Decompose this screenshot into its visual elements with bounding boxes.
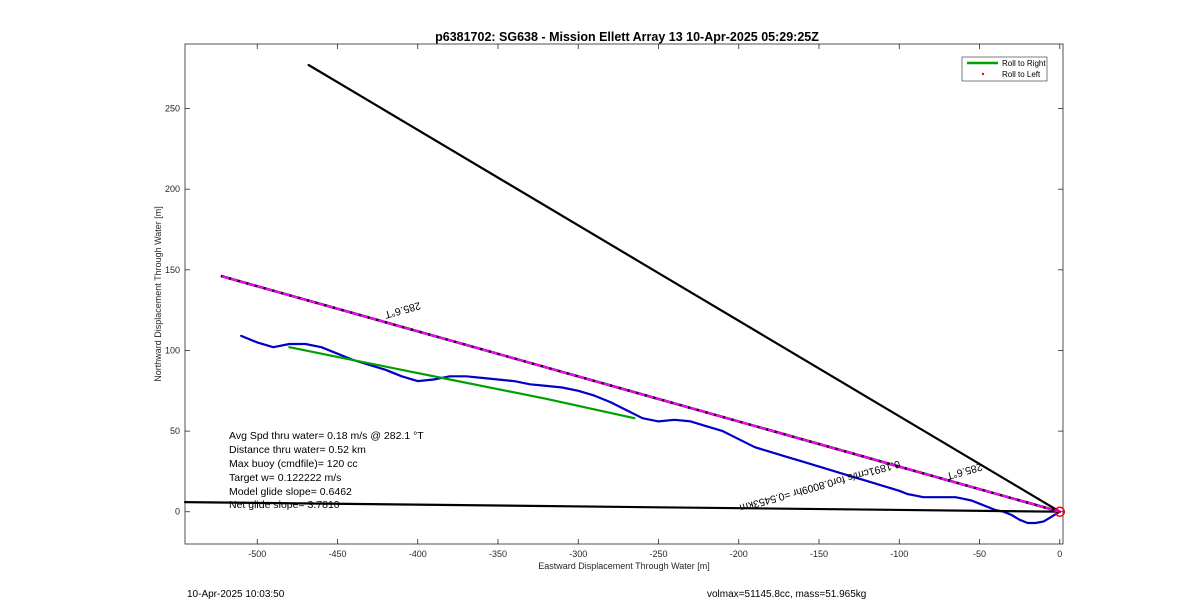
x-axis-label: Eastward Displacement Through Water [m]	[538, 561, 710, 571]
x-tick-label: -250	[650, 549, 668, 559]
note-target-w: Target w= 0.122222 m/s	[229, 472, 341, 484]
note-avg-speed: Avg Spd thru water= 0.18 m/s @ 282.1 °T	[229, 430, 424, 442]
x-tick-label: -400	[409, 549, 427, 559]
legend-label-roll-left: Roll to Left	[1002, 70, 1041, 79]
legend-swatch-roll-left	[981, 72, 985, 76]
y-axis-label: Northward Displacement Through Water [m]	[153, 206, 163, 382]
x-tick-label: -100	[890, 549, 908, 559]
y-tick-label: 200	[165, 184, 180, 194]
legend: Roll to Right Roll to Left	[961, 56, 1048, 82]
chart-title: p6381702: SG638 - Mission Ellett Array 1…	[435, 30, 819, 44]
footer-timestamp: 10-Apr-2025 10:03:50	[187, 589, 285, 600]
course-line-magenta	[220, 275, 1061, 513]
y-tick-label: 150	[165, 265, 180, 275]
legend-label-roll-right: Roll to Right	[1002, 59, 1046, 68]
x-tick-label: -50	[973, 549, 986, 559]
note-max-buoy: Max buoy (cmdfile)= 120 cc	[229, 458, 358, 470]
x-tick-label: -450	[328, 549, 346, 559]
roll-right-line	[288, 346, 636, 420]
y-tick-label: 250	[165, 104, 180, 114]
stats-notes: Avg Spd thru water= 0.18 m/s @ 282.1 °T …	[229, 430, 424, 511]
data-layer	[183, 63, 1066, 525]
legend-box	[961, 56, 1048, 82]
x-tick-label: -500	[248, 549, 266, 559]
footer-volmass: volmax=51145.8cc, mass=51.965kg	[707, 589, 867, 600]
y-tick-label: 50	[170, 426, 180, 436]
heading-line-upper	[307, 63, 1061, 513]
x-tick-label: -200	[730, 549, 748, 559]
note-distance: Distance thru water= 0.52 km	[229, 444, 366, 456]
x-tick-label: 0	[1057, 549, 1062, 559]
note-model-glide: Model glide slope= 0.6462	[229, 486, 352, 498]
ticks-layer: -500 -450 -400 -350 -300 -250 -200 -150 -100 -50 0…	[165, 44, 1063, 559]
track-line	[240, 334, 1061, 525]
x-tick-label: -300	[569, 549, 587, 559]
x-tick-label: -150	[810, 549, 828, 559]
y-tick-label: 100	[165, 345, 180, 355]
axes-box	[184, 43, 1064, 545]
y-tick-label: 0	[175, 507, 180, 517]
x-tick-label: -350	[489, 549, 507, 559]
origin-marker	[1054, 506, 1066, 518]
heading-line-lower	[183, 501, 1061, 513]
note-net-glide: Net glide slope= 3.7810	[229, 499, 340, 511]
